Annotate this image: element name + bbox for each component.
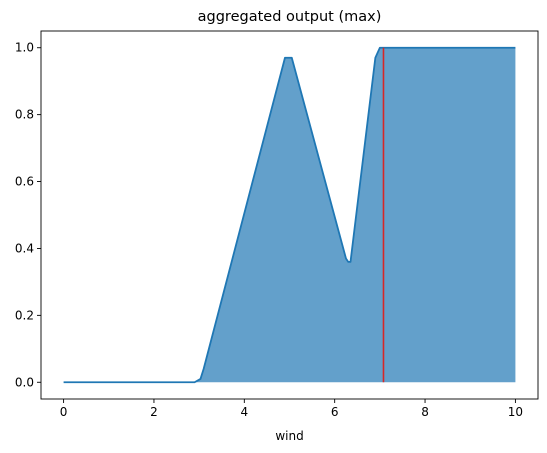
series-line: [63, 46, 516, 384]
y-tick-label: 0.0: [15, 375, 34, 389]
x-tick-label: 10: [508, 405, 523, 419]
x-tick-label: 6: [331, 405, 339, 419]
axes-frame: [40, 30, 539, 400]
plot-area: [63, 46, 516, 384]
fill-area: [63, 47, 516, 383]
x-tick-label: 8: [421, 405, 429, 419]
y-tick-label: 1.0: [15, 41, 34, 55]
x-tick-label: 4: [240, 405, 248, 419]
x-axis: 0 2 4 6 8 10: [60, 399, 523, 419]
y-tick-label: 0.2: [15, 308, 34, 322]
x-tick-label: 2: [150, 405, 158, 419]
y-tick-label: 0.4: [15, 241, 34, 255]
x-tick-label: 0: [60, 405, 68, 419]
y-tick-label: 0.6: [15, 175, 34, 189]
y-tick-label: 0.8: [15, 108, 34, 122]
x-axis-label: wind: [275, 429, 303, 443]
chart-title: aggregated output (max): [198, 9, 382, 25]
y-axis: 0.0 0.2 0.4 0.6 0.8 1.0: [15, 41, 41, 389]
